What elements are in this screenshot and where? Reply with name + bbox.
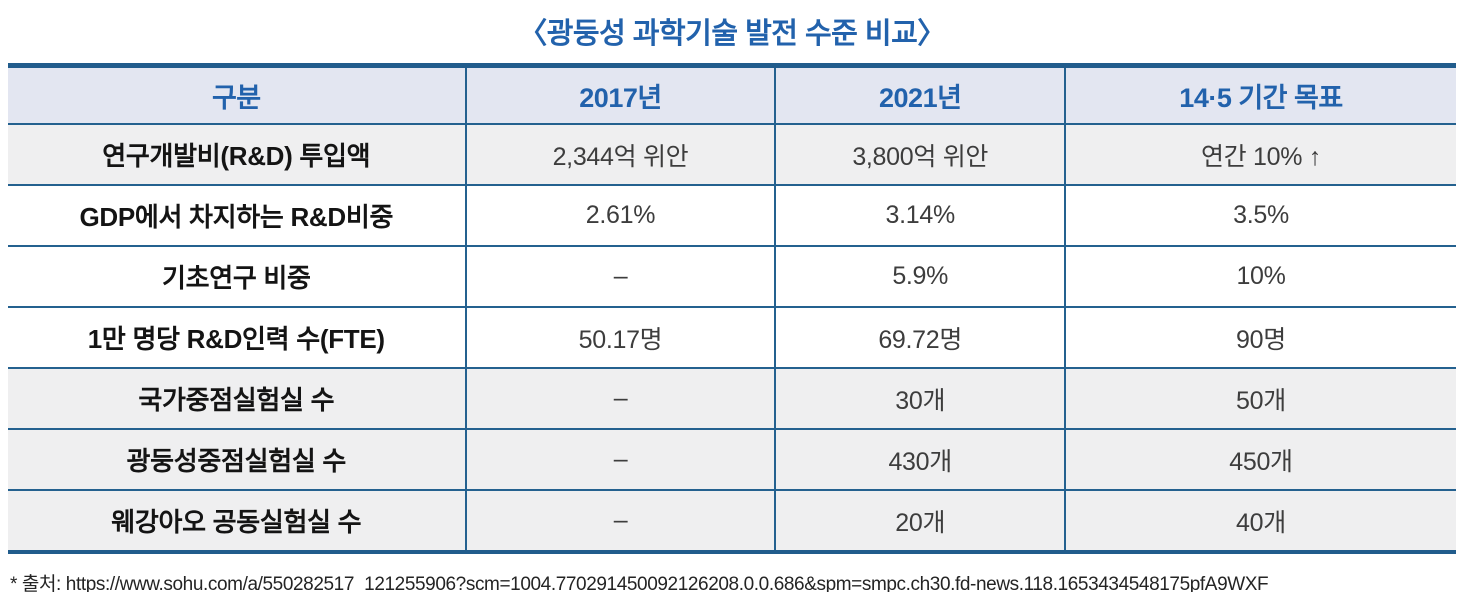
cell-value: 3.14%: [774, 184, 1066, 246]
page-title: 〈광둥성 과학기술 발전 수준 비교〉: [518, 18, 946, 50]
cell-value: 3,800억 위안: [774, 123, 1066, 185]
cell-value: 5.9%: [774, 245, 1066, 307]
cell-value: 69.72명: [774, 306, 1066, 368]
row-label: 1만 명당 R&D인력 수(FTE): [8, 306, 466, 368]
cell-value: 90명: [1064, 306, 1456, 368]
cell-value: –: [464, 245, 776, 307]
row-label: 광둥성중점실험실 수: [8, 428, 466, 490]
cell-value: 3.5%: [1064, 184, 1456, 246]
table-row: GDP에서 차지하는 R&D비중 2.61% 3.14% 3.5%: [8, 184, 1456, 246]
comparison-table: 구분 2017년 2021년 14·5 기간 목표 연구개발비(R&D) 투입액 2,3…: [8, 63, 1456, 554]
table-row: 연구개발비(R&D) 투입액 2,344억 위안 3,800억 위안 연간 10% ↑: [8, 123, 1456, 185]
table-row: 기초연구 비중 –5.9% 10%: [8, 245, 1456, 307]
header-row: 구분 2017년 2021년 14·5 기간 목표: [8, 64, 1456, 124]
source-citation: * 출처: https://www.sohu.com/a/550282517_1…: [10, 574, 1269, 592]
cell-value: 50개: [1064, 367, 1456, 429]
row-label: 연구개발비(R&D) 투입액: [8, 123, 466, 185]
table-row: 1만 명당 R&D인력 수(FTE) 50.17명 69.72명 90명: [8, 306, 1456, 368]
cell-value: 2,344억 위안: [464, 123, 776, 185]
column-header-3: 14·5 기간 목표: [1064, 64, 1456, 124]
table-row: 광둥성중점실험실 수 –430개 450개: [8, 428, 1456, 490]
column-header-2: 2021년: [774, 64, 1066, 124]
row-label: 기초연구 비중: [8, 245, 466, 307]
cell-value: 30개: [774, 367, 1066, 429]
cell-value: –: [464, 367, 776, 429]
row-label: GDP에서 차지하는 R&D비중: [8, 184, 466, 246]
cell-value: 450개: [1064, 428, 1456, 490]
row-label: 웨강아오 공동실험실 수: [8, 489, 466, 552]
row-label: 국가중점실험실 수: [8, 367, 466, 429]
cell-value: 연간 10% ↑: [1064, 123, 1456, 185]
cell-value: 10%: [1064, 245, 1456, 307]
cell-value: 430개: [774, 428, 1066, 490]
cell-value: 40개: [1064, 489, 1456, 552]
cell-value: 50.17명: [464, 306, 776, 368]
cell-value: –: [464, 428, 776, 490]
table-row: 국가중점실험실 수 –30개 50개: [8, 367, 1456, 429]
table-header: 구분 2017년 2021년 14·5 기간 목표: [8, 64, 1456, 124]
table-body: 연구개발비(R&D) 투입액 2,344억 위안 3,800억 위안 연간 10% ↑…: [8, 123, 1456, 552]
cell-value: 2.61%: [464, 184, 776, 246]
cell-value: –: [464, 489, 776, 552]
cell-value: 20개: [774, 489, 1066, 552]
table-row: 웨강아오 공동실험실 수 –20개 40개: [8, 489, 1456, 552]
column-header-1: 2017년: [464, 64, 776, 124]
column-header-0: 구분: [8, 64, 466, 124]
